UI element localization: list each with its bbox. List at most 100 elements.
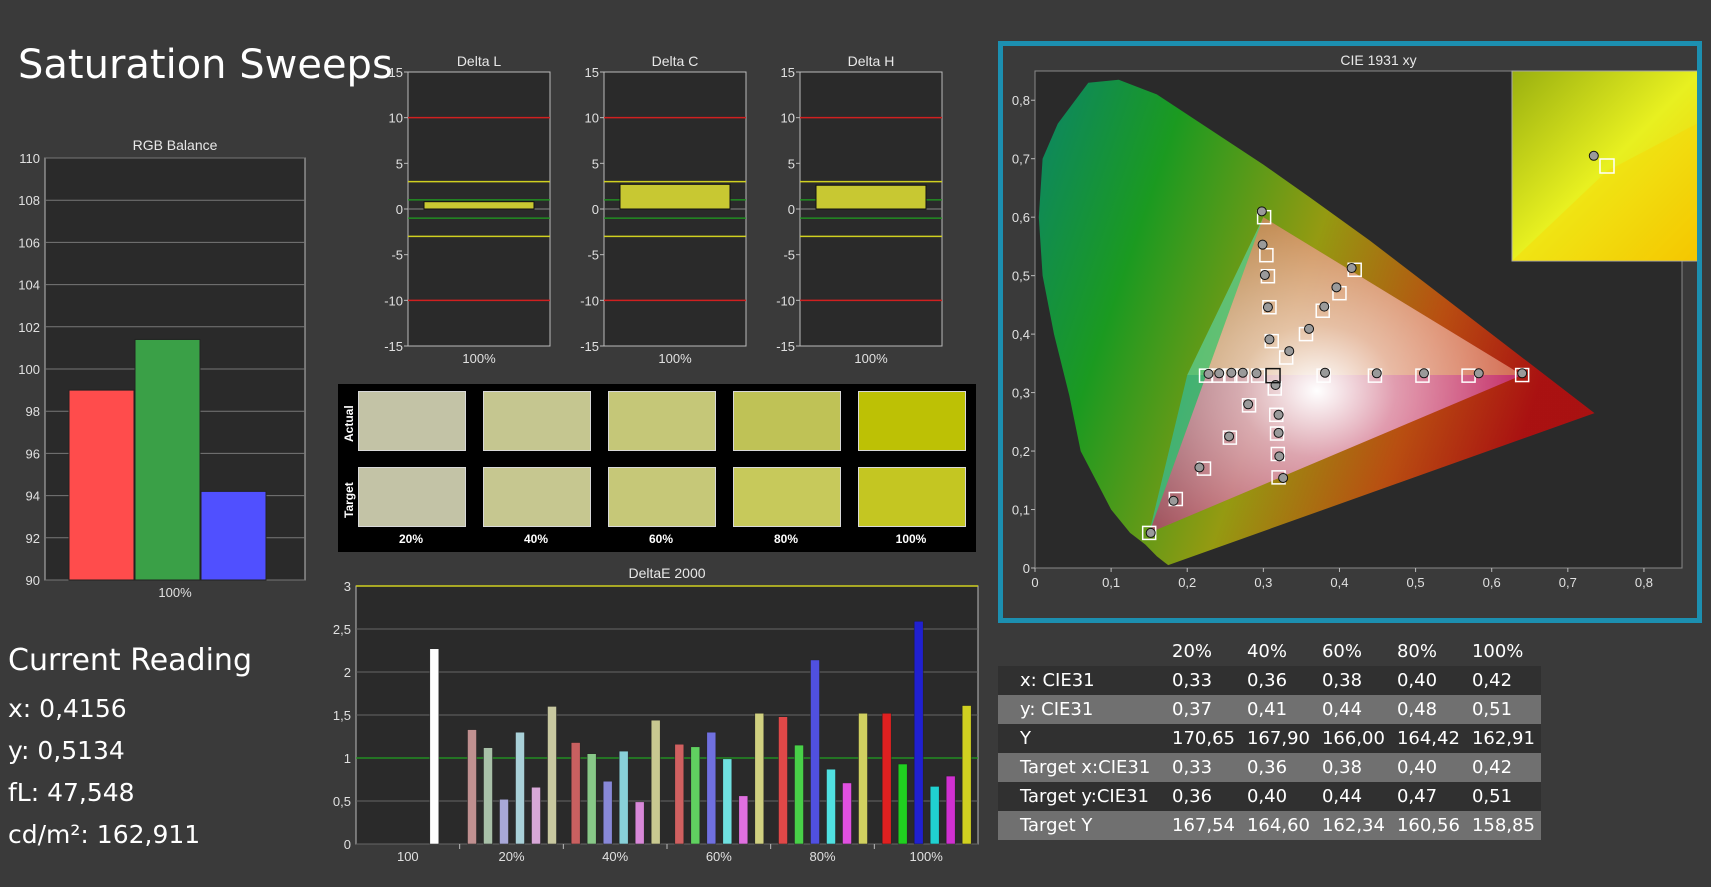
measured-point	[1304, 323, 1315, 334]
y-tick-label: 102	[18, 320, 40, 335]
target-swatch	[483, 467, 591, 527]
y-tick-label: 1	[344, 751, 351, 766]
table-cell: 0,40	[1390, 666, 1466, 695]
page-title: Saturation Sweeps	[18, 42, 393, 88]
table-cell: 0,33	[1166, 666, 1241, 695]
table-row: Y 170,65 167,90 166,00 164,42 162,91	[998, 724, 1541, 753]
measured-point	[1243, 399, 1254, 410]
x-tick-label: 20%	[498, 849, 524, 864]
y-tick-label: 104	[18, 278, 40, 293]
table-cell: 0,38	[1315, 753, 1391, 782]
delta-bar	[815, 184, 927, 210]
gamut-white-glow	[1149, 217, 1523, 533]
table-cell: 170,65	[1166, 724, 1241, 753]
y-tick-label: 0,4	[1012, 327, 1030, 342]
current-reading-heading: Current Reading	[8, 643, 252, 678]
cie-title: CIE 1931 xy	[1340, 52, 1416, 68]
x-tick-label: 100	[397, 849, 419, 864]
swatch-label: 40%	[523, 532, 549, 546]
table-cell: 0,33	[1166, 753, 1241, 782]
inset-measured-point	[1588, 150, 1599, 161]
table-cell: 0,51	[1465, 782, 1541, 811]
measured-point	[1145, 527, 1156, 538]
x-tick-label: 0,5	[1407, 575, 1425, 590]
deltae-bar	[929, 786, 940, 845]
table-cell: 0,51	[1465, 695, 1541, 724]
measured-point	[1168, 495, 1179, 506]
swatch-label: 80%	[773, 532, 799, 546]
table-row: Target y:CIE31 0,36 0,40 0,44 0,47 0,51	[998, 782, 1541, 811]
deltae-bar	[826, 768, 836, 845]
x-tick-label: 0,3	[1254, 575, 1272, 590]
deltae-bar	[547, 706, 557, 845]
table-cell: 0,42	[1465, 753, 1541, 782]
target-swatch	[608, 467, 716, 527]
measured-point	[1284, 346, 1295, 357]
x-tick-label: 0,6	[1483, 575, 1501, 590]
delta-l-chart: Delta L 15 10 5 0 -5 -10 -15 100%	[384, 53, 551, 366]
deltae-bar	[961, 705, 972, 845]
y-tick-label: 5	[592, 156, 599, 171]
swatch-label: 60%	[648, 532, 674, 546]
deltae-bar	[499, 799, 509, 845]
y-tick-label: 3	[344, 579, 351, 594]
row-label: Target x:CIE31	[998, 753, 1166, 782]
y-tick-label: 2	[344, 665, 351, 680]
table-cell: 0,36	[1240, 753, 1316, 782]
table-cell: 160,56	[1390, 811, 1466, 840]
deltae-bar	[429, 648, 440, 845]
measured-point	[1418, 368, 1429, 379]
measured-point	[1203, 368, 1214, 379]
y-tick-label: 106	[18, 235, 40, 250]
reading-y: y: 0,5134	[8, 736, 125, 765]
swatch-label: 100%	[895, 532, 927, 546]
reading-x: x: 0,4156	[8, 694, 127, 723]
rgb-bar	[200, 490, 267, 581]
y-tick-label: -15	[776, 339, 795, 354]
y-tick-label: 15	[585, 65, 599, 80]
deltae-bar	[467, 729, 477, 845]
table-cell: 0,44	[1315, 695, 1391, 724]
delta-title: Delta L	[457, 53, 502, 69]
white-point-marker	[1265, 367, 1281, 384]
actual-swatch	[858, 391, 966, 451]
actual-swatch	[608, 391, 716, 451]
inset-target-marker	[1599, 158, 1615, 174]
deltae-bar	[945, 775, 956, 845]
row-label: Target Y	[998, 811, 1166, 840]
deltae-chart: DeltaE 2000 3 2,5 2 1,5 1 0,5 0 100 20% 40% 60% 80% 1…	[333, 565, 979, 864]
table-cell: 164,42	[1390, 724, 1466, 753]
x-tick-label: 0,4	[1330, 575, 1348, 590]
y-tick-label: 0	[396, 202, 403, 217]
table-cell: 164,60	[1240, 811, 1316, 840]
target-marker	[1222, 430, 1238, 445]
measured-point	[1517, 368, 1528, 379]
x-tick-label: 0,1	[1102, 575, 1120, 590]
table-cell: 167,90	[1240, 724, 1316, 753]
table-cell: 0,40	[1390, 753, 1466, 782]
table-corner	[998, 637, 1166, 666]
y-tick-label: -10	[384, 293, 403, 308]
y-tick-label: 110	[19, 151, 40, 166]
y-tick-label: 0	[1023, 561, 1030, 576]
measured-point	[1226, 367, 1237, 378]
x-tick-label: 0,2	[1178, 575, 1196, 590]
y-tick-label: -10	[776, 293, 795, 308]
table-cell: 0,38	[1315, 666, 1391, 695]
deltae-bar	[690, 746, 701, 845]
actual-swatch	[733, 391, 841, 451]
x-tick-label: 100%	[158, 585, 192, 600]
deltae-bar	[531, 786, 541, 845]
measured-point	[1270, 379, 1281, 390]
table-cell: 166,00	[1315, 724, 1391, 753]
table-cell: 0,36	[1240, 666, 1316, 695]
y-tick-label: 0,5	[1012, 269, 1030, 284]
deltae-bar	[722, 758, 733, 845]
inset-zoom	[1511, 70, 1697, 262]
target-marker	[1241, 398, 1257, 413]
table-header: 80%	[1390, 637, 1466, 666]
y-tick-label: -5	[391, 248, 403, 263]
table-row: y: CIE31 0,37 0,41 0,44 0,48 0,51	[998, 695, 1541, 724]
row-label: y: CIE31	[998, 695, 1166, 724]
measured-point	[1473, 368, 1484, 379]
